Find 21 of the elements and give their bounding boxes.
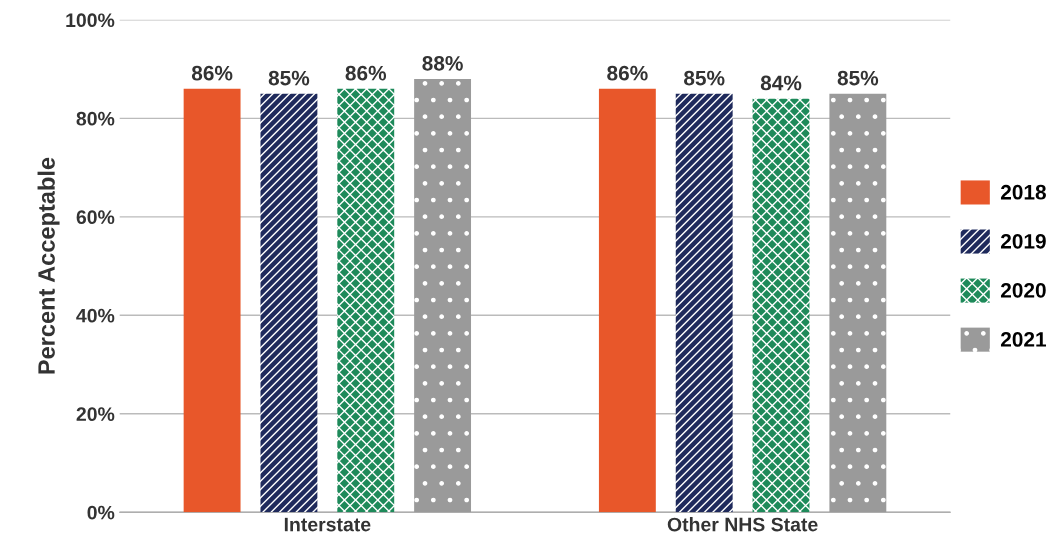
- y-tick-label: 80%: [76, 111, 115, 126]
- y-tick-label: 20%: [76, 407, 115, 422]
- y-tick-label: 100%: [66, 13, 115, 28]
- data-label: 86%: [607, 65, 648, 81]
- data-label: 86%: [191, 65, 233, 81]
- legend-label: 2018: [1000, 184, 1046, 200]
- data-label: 85%: [684, 70, 725, 86]
- data-label: 85%: [268, 70, 310, 86]
- legend-label: 2021: [1000, 332, 1047, 347]
- y-axis-title: Percent Acceptable: [37, 157, 60, 374]
- x-tick-label: Interstate: [284, 517, 371, 532]
- data-label: 88%: [422, 55, 463, 71]
- legend-label: 2019: [1000, 233, 1046, 249]
- data-label: 84%: [760, 75, 802, 91]
- y-tick-label: 60%: [76, 210, 115, 225]
- y-tick-label: 0%: [87, 505, 115, 520]
- data-label: 85%: [837, 70, 879, 86]
- x-tick-label: Other NHS State: [667, 517, 818, 532]
- legend-label: 2020: [1000, 282, 1046, 298]
- y-tick-label: 40%: [76, 308, 115, 323]
- data-label: 86%: [345, 65, 387, 81]
